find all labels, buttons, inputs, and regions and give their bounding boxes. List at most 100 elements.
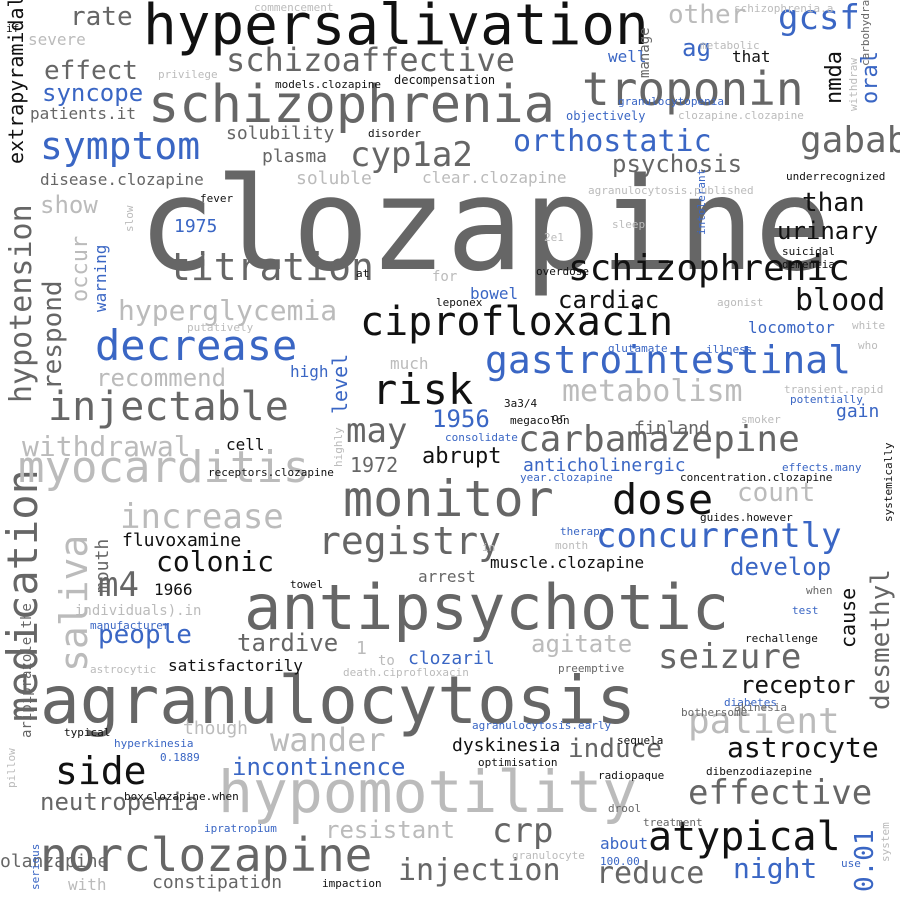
cloud-word: patient <box>688 701 840 742</box>
cloud-word: m4 <box>98 565 139 605</box>
cloud-word: receptors.clozapine <box>208 466 334 479</box>
cloud-word: glutamate <box>608 342 668 355</box>
cloud-word: titration <box>168 245 374 289</box>
cloud-word: respond <box>38 280 68 390</box>
cloud-word: gcsf <box>778 0 860 38</box>
cloud-word: at <box>356 267 370 280</box>
cloud-word: increase <box>120 497 284 537</box>
cloud-word: cardiac <box>558 286 660 314</box>
cloud-word: high <box>290 362 329 381</box>
cloud-word: who <box>858 339 878 352</box>
cloud-word: 1975 <box>174 216 218 237</box>
cloud-word: cyp1a2 <box>350 135 473 175</box>
cloud-word: concentration.clozapine <box>680 471 833 484</box>
cloud-word: receptor <box>740 671 856 699</box>
cloud-word: patients.it <box>30 104 136 123</box>
cloud-word: agranulocytosis.published <box>588 184 754 197</box>
cloud-word: clozaril <box>408 648 495 669</box>
cloud-word: intolerant <box>695 168 708 235</box>
cloud-word: orthostatic <box>513 124 712 159</box>
cloud-word: ciprofloxacin <box>360 299 674 345</box>
cloud-word: hypomotility <box>218 758 638 826</box>
cloud-word: granulocyte <box>512 849 585 862</box>
cloud-word: schizoaffective <box>226 41 515 79</box>
cloud-word: granulocytopenia <box>618 95 724 108</box>
cloud-word: neutropenia <box>40 788 199 816</box>
cloud-word: finland <box>634 418 710 439</box>
cloud-word: hyperkinesia <box>114 737 194 750</box>
cloud-word: show <box>40 191 98 219</box>
cloud-word: warning <box>91 244 110 312</box>
cloud-word: antipsychotic <box>244 571 730 644</box>
cloud-word: white <box>852 319 886 332</box>
cloud-word: typical <box>64 726 111 739</box>
cloud-word: effective <box>688 773 873 813</box>
cloud-word: astrocytic <box>90 663 157 676</box>
cloud-word: rate <box>70 2 133 32</box>
cloud-word: symptom <box>40 124 201 168</box>
cloud-word: sleep <box>612 218 646 231</box>
cloud-word: overdose <box>536 265 589 278</box>
cloud-word: wander <box>270 721 386 759</box>
cloud-word: drool <box>608 802 642 815</box>
cloud-word: for <box>432 269 458 285</box>
cloud-word: clozapine.clozapine <box>678 109 804 122</box>
cloud-word: schizophrenia <box>148 75 555 135</box>
cloud-word: 2e1 <box>544 231 564 244</box>
cloud-word: urinary <box>777 217 879 245</box>
cloud-word: psychosis <box>612 150 743 178</box>
cloud-word: preemptive <box>558 662 625 675</box>
cloud-word: hypotension <box>4 204 39 403</box>
cloud-word: ipratropium <box>204 822 277 835</box>
cloud-word: highly <box>332 427 345 467</box>
cloud-word: count <box>737 478 816 508</box>
cloud-word: much <box>390 354 429 373</box>
cloud-word: metabolism <box>562 374 743 409</box>
cloud-word: arrest <box>418 567 476 586</box>
cloud-word: models.clozapine <box>275 78 381 91</box>
cloud-word: 3a3/4 <box>504 397 538 410</box>
cloud-word: bowel <box>470 284 519 303</box>
cloud-word: injectable <box>48 384 289 430</box>
cloud-word: disease.clozapine <box>40 170 204 189</box>
cloud-word: bothersome <box>681 706 748 719</box>
cloud-word: agranulocytosis <box>40 662 637 739</box>
cloud-word: withdraw <box>847 58 860 111</box>
cloud-word: treatment <box>643 816 703 829</box>
cloud-word: agonist <box>717 296 764 309</box>
cloud-word: level <box>328 353 352 414</box>
cloud-word: akinesia <box>734 701 787 714</box>
cloud-word: anticholinergic <box>523 455 686 476</box>
cloud-word: fluvoxamine <box>122 530 242 551</box>
cloud-word: box <box>124 790 144 803</box>
cloud-word: occur <box>68 235 93 302</box>
cloud-word: other <box>668 0 747 30</box>
cloud-word: 1972 <box>350 453 399 477</box>
cloud-word: in <box>482 541 496 554</box>
cloud-word: schizophrenia.a <box>734 2 834 15</box>
cloud-word: locomotor <box>748 318 835 337</box>
cloud-word: cause <box>836 587 860 648</box>
cloud-word: myocarditis <box>18 442 310 493</box>
cloud-word: severe <box>28 30 86 49</box>
cloud-word: to <box>378 653 395 669</box>
cloud-word: potentially <box>790 393 863 406</box>
cloud-word: incontinence <box>232 753 406 781</box>
cloud-word: seizure <box>658 637 802 677</box>
cloud-word: risk <box>372 365 474 414</box>
cloud-word: atypical <box>648 814 841 860</box>
cloud-word: side <box>55 749 147 793</box>
cloud-word: plasma <box>262 146 328 167</box>
cloud-word: nmda <box>822 51 847 104</box>
cloud-word: optimisation <box>478 756 558 769</box>
cloud-word: effects.many <box>782 461 862 474</box>
cloud-word: tardive <box>237 629 339 657</box>
cloud-word: dibenzodiazepine <box>706 765 812 778</box>
cloud-word: norclozapine <box>40 828 373 882</box>
cloud-word: guides.however <box>700 511 793 524</box>
cloud-word: systemically <box>882 442 895 522</box>
cloud-word: individuals).in <box>75 603 202 619</box>
cloud-word: diabetes <box>724 696 777 709</box>
cloud-word: than <box>802 188 865 218</box>
